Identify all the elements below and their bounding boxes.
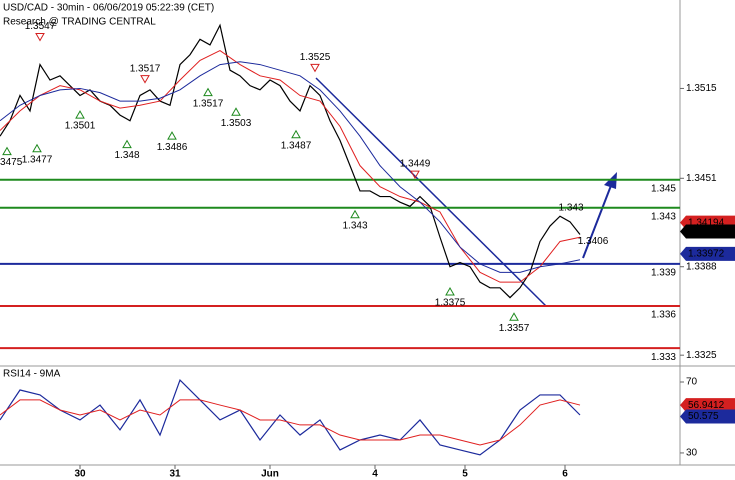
y-tick-label: 1.3515: [686, 83, 717, 94]
low-marker: [291, 129, 301, 139]
low-marker: [167, 131, 177, 140]
price-tag-label: 1.34194: [688, 217, 725, 228]
chart-title: USD/CAD - 30min - 06/06/2019 05:22:39 (C…: [3, 3, 214, 14]
level-label: 1.345: [651, 183, 676, 194]
y-tick-label: 1.3325: [686, 350, 717, 361]
high-label: 1.3525: [300, 52, 331, 63]
chart-subtitle: Research @ TRADING CENTRAL: [3, 17, 156, 28]
high-label: 1.3547: [25, 21, 56, 32]
price-tag: [680, 224, 735, 239]
low-label: 1.348: [114, 150, 139, 161]
level-label: 1.333: [651, 352, 676, 363]
low-marker: [122, 139, 132, 149]
low-label: 1.3486: [157, 142, 188, 153]
series-line: [0, 49, 581, 283]
low-marker: [32, 143, 42, 153]
high-marker: [140, 75, 150, 84]
level-label: 1.339: [651, 268, 676, 279]
low-label: 1.3477: [22, 154, 53, 165]
series-line: [0, 61, 581, 273]
x-tick-label: 6: [562, 469, 568, 480]
x-tick-label: 5: [462, 469, 468, 480]
high-marker: [410, 170, 420, 180]
high-marker: [310, 63, 320, 73]
price-tag-label: 1.34131: [688, 226, 725, 237]
level-label: 1.336: [651, 310, 676, 321]
low-marker: [231, 107, 241, 116]
y-tick-label: 70: [686, 377, 698, 388]
low-label: 1.3501: [65, 121, 96, 132]
series-line: [0, 399, 581, 446]
price-tag-label: 1.33972: [688, 248, 725, 259]
low-marker: [509, 312, 519, 321]
high-marker: [35, 33, 45, 42]
low-label: 1.3503: [221, 118, 252, 129]
level-note: 1.3406: [578, 236, 609, 247]
price-tag: [680, 398, 735, 413]
y-tick-label: 1.3451: [686, 173, 717, 184]
level-note: 1.343: [558, 202, 583, 213]
y-tick-label: 1.3388: [686, 261, 717, 272]
forecast-arrow: [582, 182, 613, 259]
price-tag: [680, 246, 735, 261]
low-marker: [75, 110, 85, 119]
low-label: 1.3375: [435, 298, 466, 309]
series-line: [0, 23, 581, 299]
low-marker: [2, 146, 12, 156]
low-marker: [445, 286, 455, 296]
price-tag-label: 56.9412: [688, 400, 725, 411]
x-tick-label: Jun: [261, 469, 279, 480]
low-marker: [350, 209, 360, 219]
low-marker: [203, 87, 213, 97]
trend-line: [315, 77, 547, 307]
high-label: 1.3517: [130, 63, 161, 74]
y-tick-label: 30: [686, 448, 698, 459]
low-label: 1.3517: [193, 98, 224, 109]
x-tick-label: 30: [74, 469, 86, 480]
high-label: 1.3449: [400, 159, 431, 170]
low-label: 1.3487: [281, 140, 312, 151]
low-label: 1.3475: [0, 157, 23, 168]
level-label: 1.343: [651, 211, 676, 222]
rsi-title: RSI14 - 9MA: [3, 369, 61, 380]
low-label: 1.3357: [499, 323, 530, 334]
price-tag: [680, 409, 735, 424]
x-tick-label: 31: [169, 469, 181, 480]
price-tag-label: 50.575: [688, 411, 719, 422]
plot-layer: 1.3515 1.3451 1.3388 1.3325 30 31 Jun 4 5 6 1.345 1…: [0, 21, 735, 480]
series-line: [0, 378, 581, 456]
x-tick-label: 4: [372, 469, 378, 480]
low-label: 1.343: [342, 220, 367, 231]
